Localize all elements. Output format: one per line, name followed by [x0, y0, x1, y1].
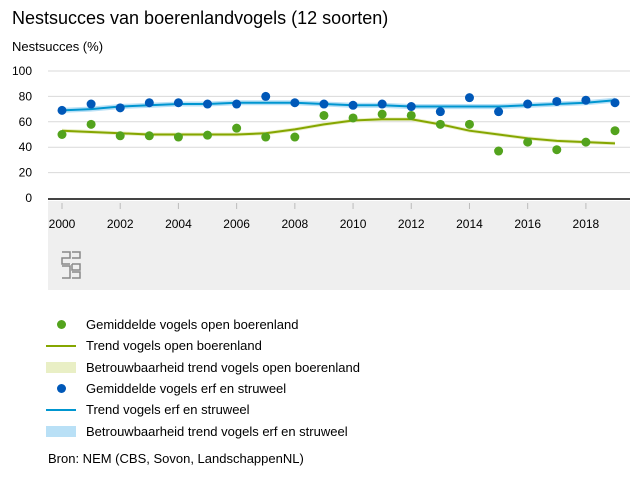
legend-dot-icon — [46, 319, 76, 331]
x-tick-label: 2018 — [573, 217, 600, 231]
point-open-boerenland — [406, 110, 416, 120]
x-tick-label: 2008 — [281, 217, 308, 231]
point-open-boerenland — [581, 137, 591, 147]
point-erf-struweel — [494, 107, 504, 117]
point-erf-struweel — [523, 99, 533, 109]
point-erf-struweel — [173, 98, 183, 108]
point-open-boerenland — [464, 119, 474, 129]
point-erf-struweel — [232, 99, 242, 109]
source-note: Bron: NEM (CBS, Sovon, LandschappenNL) — [48, 451, 304, 466]
legend-band-icon — [46, 361, 76, 373]
point-open-boerenland — [144, 131, 154, 141]
point-erf-struweel — [261, 91, 271, 101]
legend-item: Trend vogels open boerenland — [46, 335, 360, 356]
cbs-logo — [61, 251, 81, 279]
point-open-boerenland — [57, 130, 67, 139]
point-open-boerenland — [435, 119, 445, 129]
legend-item: Betrouwbaarheid trend vogels erf en stru… — [46, 420, 360, 441]
point-erf-struweel — [115, 103, 125, 113]
legend-label: Gemiddelde vogels erf en struweel — [86, 381, 287, 397]
legend: Gemiddelde vogels open boerenland Trend v… — [46, 314, 360, 442]
y-tick-label: 60 — [19, 115, 33, 129]
legend-dot-icon — [46, 383, 76, 395]
legend-label: Gemiddelde vogels open boerenland — [86, 317, 299, 333]
x-tick-label: 2012 — [398, 217, 425, 231]
point-erf-struweel — [290, 98, 300, 108]
point-open-boerenland — [290, 132, 300, 142]
x-tick-label: 2000 — [49, 217, 76, 231]
point-open-boerenland — [348, 113, 358, 123]
legend-label: Trend vogels erf en struweel — [86, 402, 250, 418]
point-open-boerenland — [319, 110, 329, 120]
legend-label: Betrouwbaarheid trend vogels erf en stru… — [86, 423, 348, 439]
y-tick-label: 80 — [19, 89, 33, 103]
y-tick-label: 40 — [19, 140, 33, 154]
x-tick-label: 2010 — [340, 217, 367, 231]
legend-item: Betrouwbaarheid trend vogels open boeren… — [46, 357, 360, 378]
legend-line-icon — [46, 404, 76, 416]
trend-line-open-boerenland — [61, 118, 616, 145]
point-open-boerenland — [377, 109, 387, 119]
point-erf-struweel — [144, 98, 154, 108]
legend-band-icon — [46, 425, 76, 437]
point-open-boerenland — [173, 132, 183, 142]
x-tick-label: 2004 — [165, 217, 192, 231]
point-open-boerenland — [115, 131, 125, 141]
point-erf-struweel — [86, 99, 96, 109]
chart-title: Nestsucces van boerenlandvogels (12 soor… — [12, 8, 389, 28]
legend-item: Gemiddelde vogels erf en struweel — [46, 378, 360, 399]
point-open-boerenland — [232, 123, 242, 133]
x-tick-label: 2014 — [456, 217, 483, 231]
point-open-boerenland — [203, 130, 213, 140]
y-tick-label: 0 — [25, 191, 32, 205]
y-tick-label: 20 — [19, 166, 33, 180]
legend-item: Trend vogels erf en struweel — [46, 399, 360, 420]
point-erf-struweel — [203, 99, 213, 109]
point-open-boerenland — [86, 119, 96, 129]
point-open-boerenland — [552, 145, 562, 155]
point-erf-struweel — [377, 99, 387, 109]
point-erf-struweel — [319, 99, 329, 109]
point-open-boerenland — [261, 132, 271, 142]
point-open-boerenland — [523, 137, 533, 147]
point-erf-struweel — [610, 98, 620, 108]
x-tick-label: 2002 — [107, 217, 134, 231]
x-axis-band — [48, 201, 630, 290]
legend-item: Gemiddelde vogels open boerenland — [46, 314, 360, 335]
y-axis-label: Nestsucces (%) — [12, 39, 104, 54]
point-erf-struweel — [406, 102, 416, 112]
x-tick-label: 2016 — [514, 217, 541, 231]
point-erf-struweel — [464, 93, 474, 103]
legend-line-icon — [46, 340, 76, 352]
point-erf-struweel — [348, 100, 358, 110]
chart: 0 20 40 60 80 100 2000 2002 2004 2006 2008 2010 2012… — [12, 64, 630, 290]
point-open-boerenland — [494, 146, 504, 156]
point-erf-struweel — [435, 107, 445, 117]
legend-label: Betrouwbaarheid trend vogels open boeren… — [86, 359, 360, 375]
x-tick-label: 2006 — [223, 217, 250, 231]
y-tick-label: 100 — [12, 64, 32, 78]
point-erf-struweel — [581, 95, 591, 105]
point-erf-struweel — [57, 105, 67, 115]
point-erf-struweel — [552, 96, 562, 106]
point-open-boerenland — [610, 126, 620, 136]
legend-label: Trend vogels open boerenland — [86, 338, 262, 354]
trend-line-erf-struweel — [61, 99, 616, 112]
